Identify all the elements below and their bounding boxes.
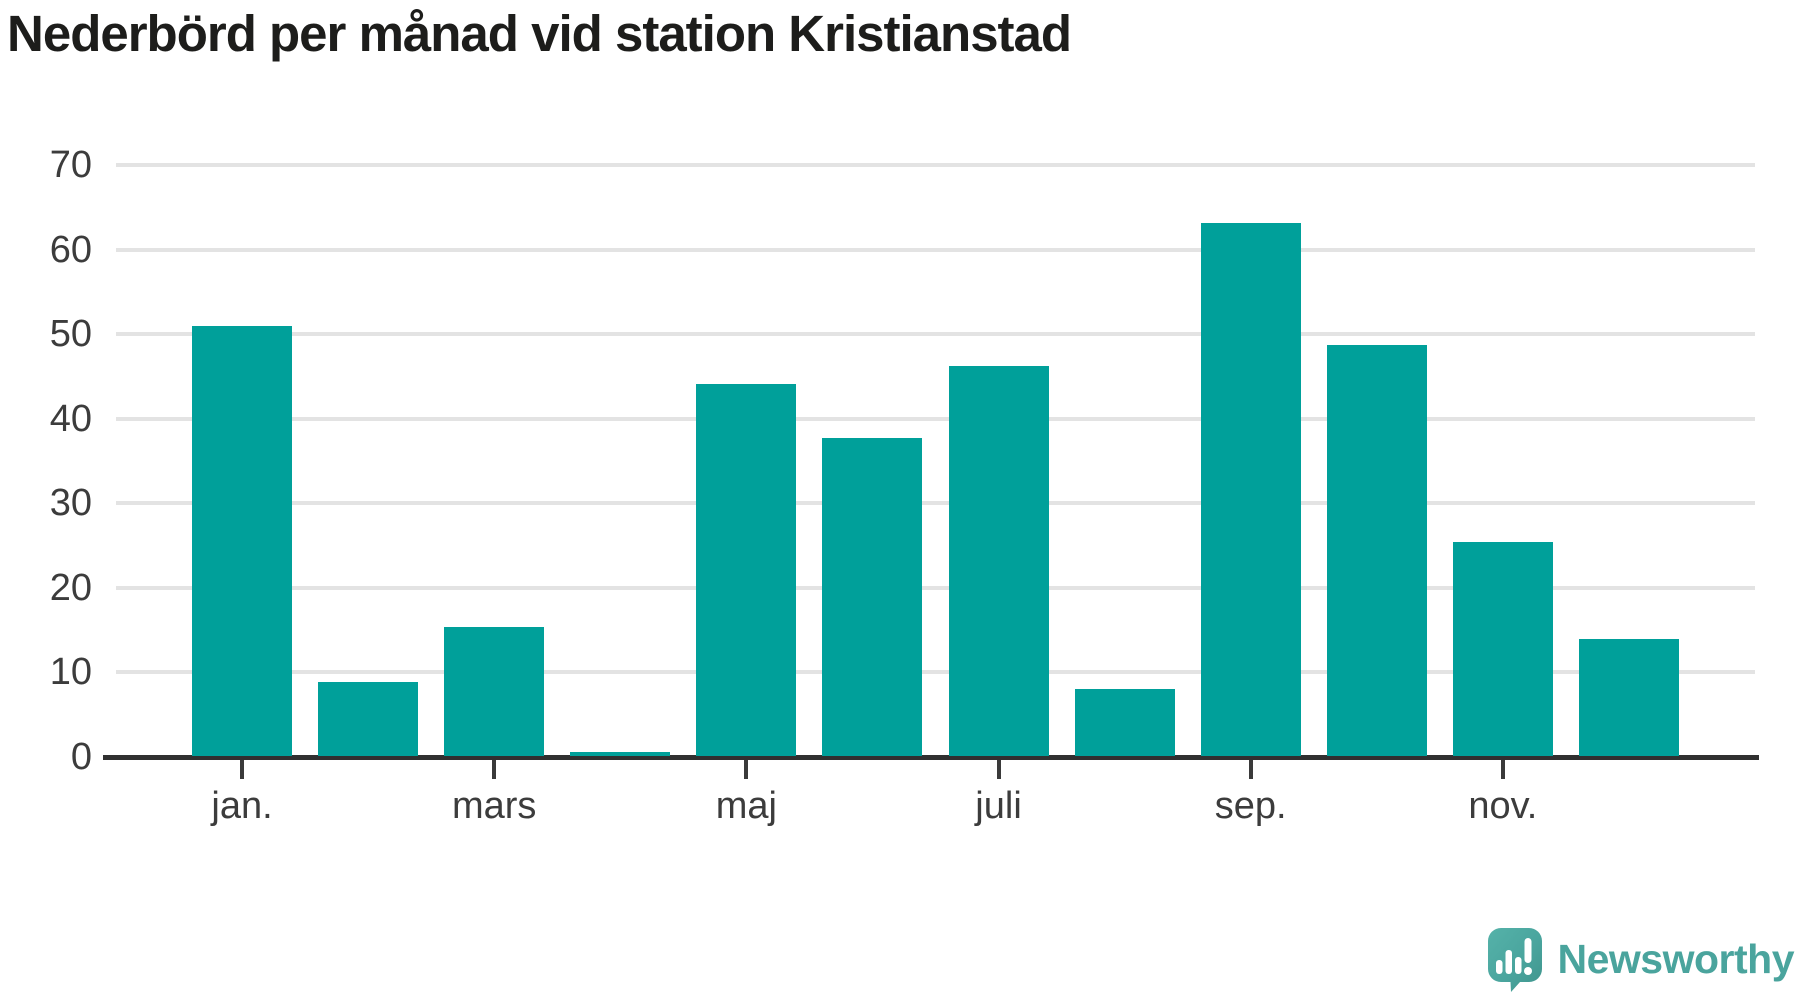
bar xyxy=(1578,639,1679,756)
bar xyxy=(192,326,293,756)
bar xyxy=(948,366,1049,756)
x-tick-label: maj xyxy=(715,785,777,827)
y-tick-label: 70 xyxy=(49,144,92,186)
x-axis-tick xyxy=(996,760,1001,779)
y-tick-label: 30 xyxy=(49,482,92,525)
newsworthy-icon xyxy=(1487,928,1542,992)
y-tick-label: 60 xyxy=(49,228,92,271)
x-axis-tick xyxy=(744,760,749,779)
newsworthy-logo: Newsworthy xyxy=(1485,924,1795,994)
bar xyxy=(1074,689,1175,756)
exclamation-bar xyxy=(1524,938,1531,963)
bar xyxy=(696,384,797,756)
gridline xyxy=(116,163,1755,167)
x-tick-label: jan. xyxy=(211,785,273,827)
x-tick-label: nov. xyxy=(1468,785,1538,827)
newsworthy-wordmark: Newsworthy xyxy=(1557,936,1795,982)
bar xyxy=(1326,345,1427,756)
x-axis-tick xyxy=(1248,760,1253,779)
exclamation-dot xyxy=(1523,967,1532,975)
y-tick-label: 0 xyxy=(70,736,92,778)
gridline xyxy=(116,332,1755,337)
x-axis-line xyxy=(103,755,1759,760)
chart-bar-tall xyxy=(1505,950,1512,974)
bar xyxy=(822,438,923,756)
x-tick-label: juli xyxy=(975,785,1022,827)
y-tick-label: 50 xyxy=(49,313,92,356)
bar xyxy=(1452,542,1553,756)
y-tick-label: 40 xyxy=(49,397,92,440)
gridline xyxy=(116,501,1755,506)
x-tick-label: mars xyxy=(451,785,537,827)
bar xyxy=(318,682,419,756)
bar xyxy=(444,627,545,756)
chart-title: Nederbörd per månad vid station Kristian… xyxy=(7,5,1072,62)
y-tick-label: 20 xyxy=(49,566,92,609)
chart-bar-small xyxy=(1495,960,1502,974)
gridline xyxy=(116,416,1755,421)
x-axis-tick xyxy=(1500,760,1505,779)
chart-bar-mid xyxy=(1514,957,1521,974)
bar xyxy=(1200,223,1301,756)
bar xyxy=(570,752,671,756)
gridline xyxy=(116,585,1755,590)
gridline xyxy=(116,670,1755,675)
x-axis-tick xyxy=(492,760,497,779)
gridline xyxy=(116,247,1755,252)
x-axis-tick xyxy=(240,760,245,779)
y-tick-label: 10 xyxy=(49,651,92,694)
x-tick-label: sep. xyxy=(1214,785,1287,827)
